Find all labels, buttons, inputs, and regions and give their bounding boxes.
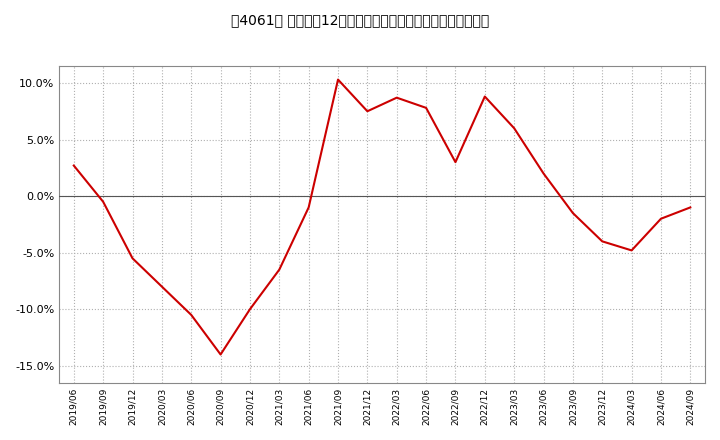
Text: ［4061］ 売上高の12か月移動合計の対前年同期増減率の推移: ［4061］ 売上高の12か月移動合計の対前年同期増減率の推移 (231, 13, 489, 27)
